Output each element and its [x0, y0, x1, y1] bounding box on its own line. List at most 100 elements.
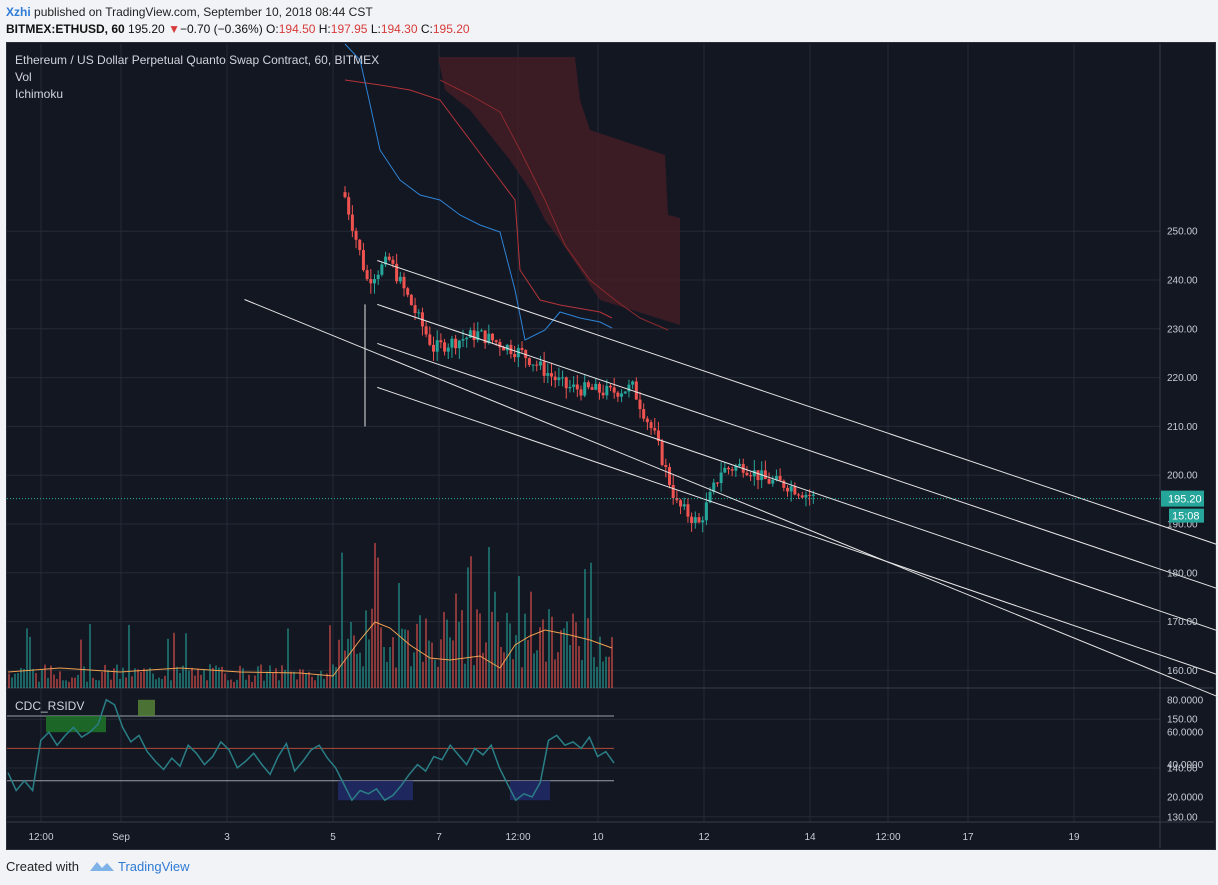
candle-body — [424, 326, 428, 335]
volume-bar — [515, 635, 517, 688]
volume-bar — [413, 652, 415, 688]
volume-bar — [368, 639, 370, 688]
channel-line — [377, 260, 1218, 546]
volume-bar — [95, 679, 97, 688]
time-tick-label: 5 — [330, 832, 336, 843]
candle-body — [738, 463, 742, 467]
volume-bar — [77, 674, 79, 688]
candle-body — [682, 504, 686, 507]
volume-bar — [212, 667, 214, 688]
volume-bar — [602, 661, 604, 688]
volume-bar — [14, 673, 16, 688]
candle-body — [483, 330, 487, 344]
volume-bar — [530, 591, 532, 688]
kumo-cloud — [438, 57, 680, 325]
volume-bar — [269, 665, 271, 688]
low-value: 194.30 — [380, 22, 418, 36]
time-tick-label: 12 — [698, 832, 710, 843]
candle-body — [406, 288, 410, 295]
volume-bar — [584, 569, 586, 688]
volume-bar — [8, 673, 10, 688]
candle-body — [701, 520, 705, 523]
volume-bar — [137, 669, 139, 688]
volume-bar — [227, 680, 229, 688]
footer: Created with TradingView — [6, 859, 190, 874]
volume-bar — [383, 647, 385, 688]
candle-body — [347, 197, 351, 215]
volume-bar — [446, 619, 448, 688]
ichimoku-legend[interactable]: Ichimoku — [15, 87, 64, 101]
candle-body — [616, 392, 620, 397]
volume-bar — [356, 653, 358, 688]
symbol-label: BITMEX:ETHUSD, 60 — [6, 22, 125, 36]
candle-body — [343, 192, 347, 198]
rsi-tick-label: 80.0000 — [1167, 695, 1204, 706]
candle-body — [491, 333, 494, 341]
author-link[interactable]: Xzhi — [6, 5, 31, 19]
candle-body — [494, 340, 498, 342]
volume-bar — [587, 618, 589, 688]
candle-body — [535, 364, 539, 366]
candle-body — [756, 470, 760, 481]
volume-bar — [224, 673, 226, 688]
volume-bar — [116, 664, 118, 688]
volume-bar — [374, 543, 376, 688]
volume-bar — [545, 661, 547, 688]
candle-body — [727, 467, 730, 470]
volume-bar — [512, 659, 514, 688]
volume-bar — [329, 625, 331, 688]
volume-bar — [272, 672, 274, 688]
candle-body — [656, 430, 660, 442]
volume-bar — [119, 678, 121, 688]
channel-lines[interactable] — [7, 260, 1218, 841]
candle-body — [384, 256, 388, 265]
rsi-legend[interactable]: CDC_RSIDV — [15, 699, 85, 713]
volume-bar — [194, 675, 196, 688]
volume-bar — [251, 681, 253, 688]
volume-bar — [404, 629, 406, 688]
vol-legend[interactable]: Vol — [15, 70, 32, 84]
price-tick-label: 230.00 — [1167, 324, 1198, 335]
candle-body — [472, 330, 476, 340]
volume-bar — [233, 681, 235, 688]
candle-body — [653, 428, 657, 431]
volume-bar — [80, 639, 82, 688]
candle-body — [612, 387, 616, 393]
candle-body — [417, 312, 421, 314]
volume-bar — [497, 621, 499, 688]
candle-body — [398, 276, 402, 282]
volume-bar — [338, 639, 340, 688]
candle-body — [811, 494, 815, 496]
volume-bar — [86, 681, 88, 688]
candle-body — [745, 472, 749, 476]
tradingview-link[interactable]: TradingView — [118, 859, 190, 874]
volume-bar — [371, 608, 373, 688]
volume-bar — [311, 676, 313, 688]
candle-body — [623, 391, 627, 394]
volume-bar — [350, 621, 352, 688]
volume-bar — [26, 628, 28, 688]
candle-body — [704, 502, 708, 521]
candle-body — [479, 330, 483, 332]
volume-bar — [395, 667, 397, 688]
candle-body — [712, 482, 716, 492]
time-tick-label: 12:00 — [505, 832, 530, 843]
volume-bar — [536, 650, 538, 688]
price-tick-label: 150.00 — [1167, 715, 1198, 726]
volume-bar — [416, 623, 418, 688]
candle-body — [435, 340, 439, 352]
rsi-overbought-zone — [138, 699, 155, 716]
volume-bar — [476, 609, 478, 688]
candle-body — [763, 470, 767, 480]
volume-bar — [248, 674, 250, 688]
candle-body — [660, 441, 664, 465]
volume-bar — [59, 671, 61, 688]
volume-bar — [110, 679, 112, 688]
candle-body — [693, 517, 697, 523]
volume-bar — [335, 667, 337, 688]
price-tick-label: 170.00 — [1167, 617, 1198, 628]
close-value: 195.20 — [432, 22, 470, 36]
volume-bar — [290, 671, 292, 688]
candle-body — [564, 377, 568, 389]
